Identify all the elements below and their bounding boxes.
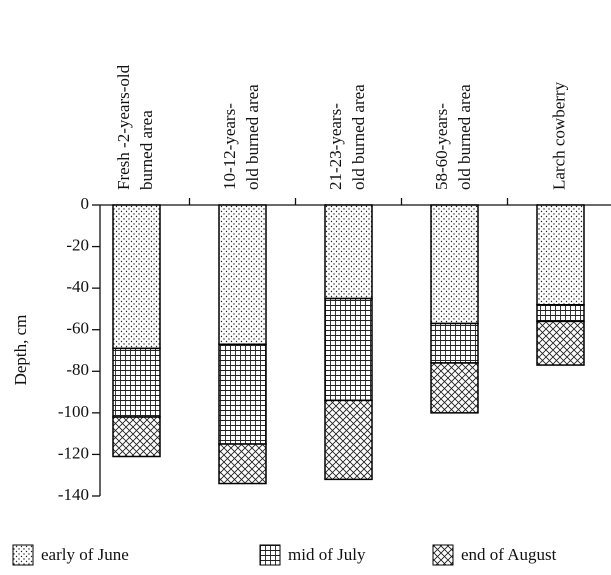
y-tick-label: -20 [66,235,89,254]
bar-segment [430,362,479,414]
bar-segment [112,204,161,350]
bar-segment [324,399,373,481]
y-tick-label: -140 [58,485,89,504]
bar-segment [324,204,373,300]
y-tick-label: -100 [58,402,89,421]
legend-label: mid of July [288,545,366,564]
legend-swatch [12,544,34,566]
bar-segment [112,347,161,418]
x-tick-label: burned area [137,110,156,190]
legend-swatch [432,544,454,566]
bar-segment [324,297,373,402]
legend-label: end of August [461,545,557,564]
x-tick-label: Larch cowberry [549,81,568,190]
y-tick-label: -60 [66,319,89,338]
x-tick-label: Fresh -2-years-old [114,64,133,190]
bar-segment [218,204,267,346]
x-tick-label: 58-60-years- [432,103,451,190]
y-tick-label: -120 [58,443,89,462]
x-tick-label: 21-23-years- [326,103,345,190]
x-tick-label: old burned area [455,84,474,190]
y-tick-label: -80 [66,360,89,379]
legend-label: early of June [41,545,129,564]
x-tick-label: old burned area [349,84,368,190]
bar-segment [218,443,267,485]
bar-segment [430,322,479,364]
bar-segment [536,304,585,323]
bar-segment [430,204,479,325]
bar-segment [112,416,161,458]
legend-swatch [259,544,281,566]
bar-segment [218,343,267,445]
x-tick-label: 10-12-years- [220,103,239,190]
y-tick-label: -40 [66,277,89,296]
y-axis-label: Depth, cm [11,315,30,386]
bar-segment [536,320,585,366]
bar-segment [536,204,585,306]
x-tick-label: old burned area [243,84,262,190]
y-tick-label: 0 [81,194,90,213]
